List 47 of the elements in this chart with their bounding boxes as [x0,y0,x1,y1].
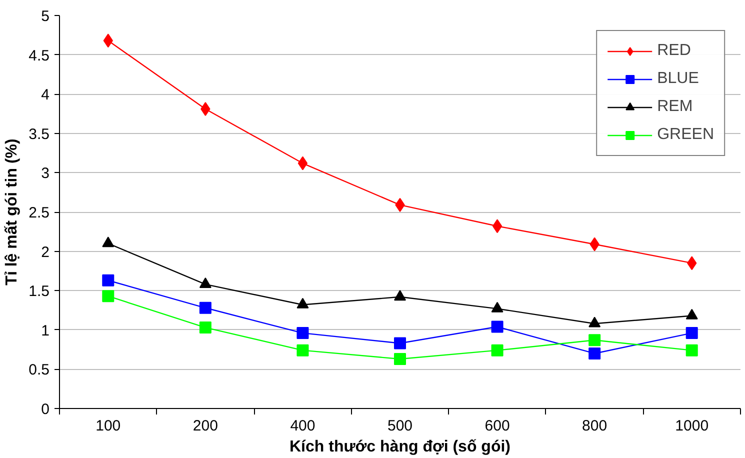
point [588,334,601,346]
legend-label: GREEN [657,126,714,144]
y-tick-label: 2 [41,244,50,261]
y-tick-label: 2.5 [28,204,50,222]
y-tick-label: 3 [41,165,50,182]
legend-label: BLUE [657,70,699,88]
point [102,290,114,302]
point [588,347,601,360]
legend-label: RED [657,42,691,60]
y-axis-title: Tỉ lệ mất gói tin (%) [4,138,21,286]
x-tick-label: 200 [192,418,218,434]
y-tick-label: 0.5 [28,362,50,379]
point [394,337,406,350]
point [199,277,212,288]
y-tick-label: 1 [41,322,50,340]
y-tick-label: 4 [41,86,50,104]
point [199,302,212,314]
point [102,274,114,286]
point [102,236,114,248]
y-tick-label: 1.5 [28,283,50,300]
point [491,320,504,333]
point [686,308,698,320]
y-tick-label: 0 [41,401,50,418]
x-tick-label: 500 [387,418,413,434]
y-tick-label: 3.5 [28,126,50,143]
x-tick-label: 100 [96,418,121,434]
point [296,327,309,340]
legend-label: REM [657,98,693,116]
point [296,344,309,356]
x-tick-label: 800 [582,418,608,434]
x-tick-label: 600 [484,418,510,434]
point [491,302,504,312]
x-tick-label: 400 [290,418,316,434]
point [491,344,504,356]
x-tick-label: 1000 [675,418,709,434]
point [588,316,601,328]
point [686,344,698,356]
point [394,352,406,365]
point [296,298,309,308]
y-tick-label: 4.5 [28,47,50,64]
point [298,156,308,170]
y-tick-label: 5 [41,8,50,25]
point [492,219,502,234]
point [199,322,212,334]
x-axis-title: Kích thước hàng đợi (số gói) [290,438,511,456]
point [394,290,406,301]
point [686,327,698,340]
